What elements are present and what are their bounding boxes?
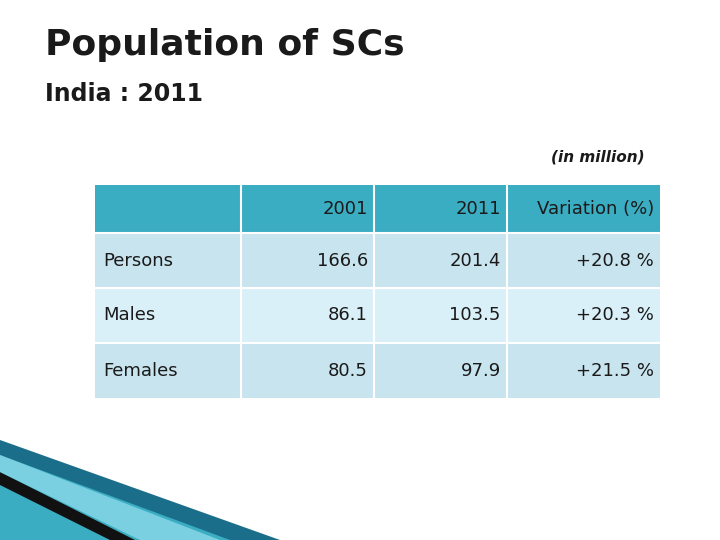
Text: 166.6: 166.6 <box>317 252 368 269</box>
Bar <box>95 343 660 398</box>
Text: 2011: 2011 <box>455 200 501 218</box>
Text: Males: Males <box>103 307 156 325</box>
Text: India : 2011: India : 2011 <box>45 82 203 106</box>
Polygon shape <box>0 440 280 540</box>
Bar <box>95 288 660 343</box>
Text: 103.5: 103.5 <box>449 307 501 325</box>
Polygon shape <box>0 455 230 540</box>
Text: (in million): (in million) <box>552 150 645 165</box>
Text: 80.5: 80.5 <box>328 361 368 380</box>
Text: Females: Females <box>103 361 178 380</box>
Text: Persons: Persons <box>103 252 173 269</box>
Text: Population of SCs: Population of SCs <box>45 28 405 62</box>
Bar <box>95 233 660 288</box>
Text: 2001: 2001 <box>323 200 368 218</box>
Text: 201.4: 201.4 <box>449 252 501 269</box>
Text: +21.5 %: +21.5 % <box>576 361 654 380</box>
Text: +20.8 %: +20.8 % <box>576 252 654 269</box>
Bar <box>95 185 660 233</box>
Text: Variation (%): Variation (%) <box>536 200 654 218</box>
Text: 86.1: 86.1 <box>328 307 368 325</box>
Polygon shape <box>0 455 220 540</box>
Text: 97.9: 97.9 <box>461 361 501 380</box>
Polygon shape <box>0 472 135 540</box>
Text: +20.3 %: +20.3 % <box>576 307 654 325</box>
